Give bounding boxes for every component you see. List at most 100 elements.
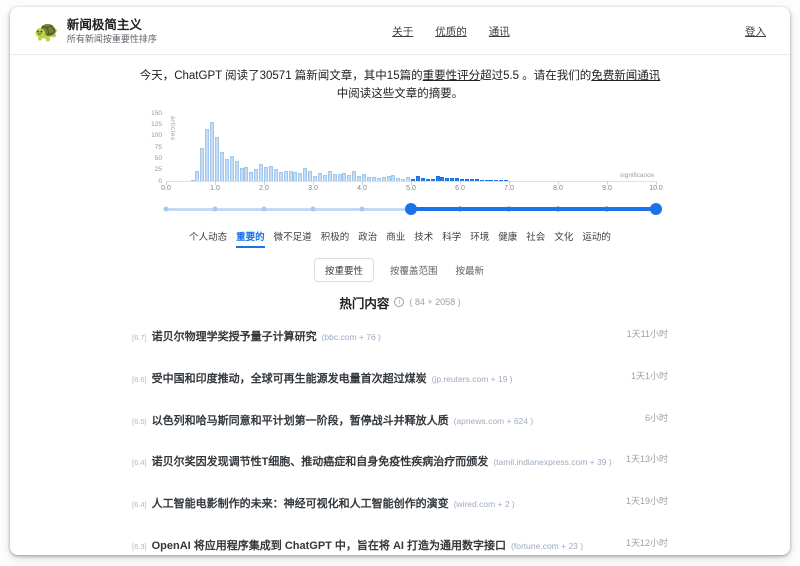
article-source[interactable]: (wired.com + 2 ) [453,499,515,510]
x-tick-label: 7.0 [504,184,514,192]
histogram-bar [391,175,396,181]
intro-segment: 中阅读这些文章的摘要。 [336,87,464,100]
article-title[interactable]: 以色列和哈马斯同意和平计划第一阶段，暂停战斗并释放人质 [151,414,449,427]
article-source[interactable]: (fortune.com + 23 ) [511,540,584,551]
slider-step-dot [506,206,512,211]
tab-科学[interactable]: 科学 [442,231,462,243]
tab-健康[interactable]: 健康 [498,231,518,243]
histogram-bar [342,172,347,181]
histogram-bar [195,171,200,181]
histogram-bar [308,170,313,181]
histogram-bar [190,179,195,181]
article-source[interactable]: (apnews.com + 624 ) [453,415,534,426]
histogram-bar [362,173,366,181]
article-score: [6.6] [132,374,147,384]
article-text: [6.4] 人工智能电影制作的未来：神经可视化和人工智能创作的演变 (wired.c… [132,491,612,516]
sort-button[interactable]: 按最新 [455,265,485,277]
histogram-bar [415,175,420,181]
tab-微不足道[interactable]: 微不足道 [273,231,312,243]
tab-文化[interactable]: 文化 [554,231,574,243]
site-subtitle: 所有新闻按重要性排序 [66,33,157,44]
article-row: [6.3] OpenAI 将应用程序集成到 ChatGPT 中，旨在将 AI 打造… [132,524,668,555]
histogram-bar [411,178,415,181]
slider-step-dot [604,206,610,211]
histogram-bar [504,179,509,181]
histogram-bar [489,179,494,181]
slider-handle[interactable] [405,202,417,215]
tab-个人动态[interactable]: 个人动态 [189,231,228,243]
histogram-bar [425,178,430,181]
category-tabs: 个人动态 重要的 微不足道 积极的 政治 商业 技术 科学 环境 健康 社会 文化 运动的 [10,229,790,248]
intro-link[interactable]: 免费新闻通讯 [591,69,661,82]
tab-商业[interactable]: 商业 [386,231,406,243]
site-title: 新闻极简主义 [66,18,142,32]
tab-环境[interactable]: 环境 [470,231,490,243]
axis-tick [313,180,314,185]
article-title[interactable]: 诺贝尔奖因发现调节性T细胞、推动癌症和自身免疫性疾病治疗而颁发 [151,456,489,469]
slider-step-dot [163,206,169,211]
histogram-bar [254,169,259,181]
slider-track-selected[interactable] [411,207,656,211]
histogram-bar [430,179,435,181]
article-row: [6.4] 诺贝尔奖因发现调节性T细胞、推动癌症和自身免疫性疾病治疗而颁发 (tam… [132,441,668,483]
article-source[interactable]: (bbc.com + 76 ) [321,332,381,342]
axis-tick [607,180,608,185]
tab-社会[interactable]: 社会 [526,231,546,243]
histogram-bar [386,175,391,181]
significance-range-slider[interactable] [163,202,662,216]
article-title[interactable]: 受中国和印度推动，全球可再生能源发电量首次超过煤炭 [151,372,427,385]
article-time: 1天1小时 [630,370,668,381]
axis-tick [215,180,216,185]
histogram-bar [283,171,288,181]
x-tick-label: 9.0 [602,184,612,192]
x-tick-label: 10.0 [649,184,663,192]
histogram-bar [298,172,303,181]
article-title[interactable]: 人工智能电影制作的未来：神经可视化和人工智能创作的演变 [151,498,449,511]
x-tick-label: 6.0 [455,184,465,192]
article-time: 1天13小时 [625,454,668,465]
header-titles: 新闻极简主义 所有新闻按重要性排序 [67,18,157,45]
article-source[interactable]: (jp.reuters.com + 19 ) [431,373,513,384]
info-icon[interactable]: i [394,297,405,307]
tab-运动的[interactable]: 运动的 [582,231,611,243]
tab-积极的[interactable]: 积极的 [320,231,350,243]
histogram-bar [396,178,401,181]
sort-button[interactable]: 按重要性 [313,257,374,282]
login-link[interactable]: 登入 [745,25,766,38]
article-title[interactable]: 诺贝尔物理学奖授予量子计算研究 [151,331,317,343]
tab-政治[interactable]: 政治 [358,231,378,243]
histogram-bar [420,178,425,181]
article-score: [6.5] [132,416,147,426]
tab-技术[interactable]: 技术 [414,231,434,243]
x-axis-label: significance [620,171,654,179]
article-text: [6.6] 受中国和印度推动，全球可再生能源发电量首次超过煤炭 (jp.reuter… [132,366,617,391]
histogram-bar [435,175,440,181]
article-title[interactable]: OpenAI 将应用程序集成到 ChatGPT 中，旨在将 AI 打造为通用数字… [151,539,507,552]
slider-track-unselected[interactable] [166,207,411,211]
tab-重要的[interactable]: 重要的 [236,229,265,248]
sort-button[interactable]: 按覆盖范围 [389,265,438,277]
nav-link[interactable]: 关于 [392,25,414,38]
turtle-logo-icon: 🐢 [34,20,59,43]
slider-step-dot [310,206,316,211]
histogram-bar [357,175,362,181]
article-source[interactable]: (tamil.indianexpress.com + 39 ) [493,457,612,468]
slider-handle[interactable] [650,202,662,215]
y-tick-label: 75 [154,143,162,151]
histogram-bar [347,174,352,181]
histogram-bar [371,177,376,181]
nav-link[interactable]: 通讯 [488,25,510,38]
y-tick-label: 50 [154,154,162,162]
histogram-bar [322,175,327,181]
histogram-bar [244,167,249,181]
article-row: [6.4] 人工智能电影制作的未来：神经可视化和人工智能创作的演变 (wired.c… [132,483,668,525]
intro-link[interactable]: 重要性评分 [422,69,481,82]
header-nav: 关于 优质的 通讯 [157,24,745,39]
axis-tick [166,180,167,185]
histogram-bar [249,172,254,181]
nav-link[interactable]: 优质的 [435,25,467,38]
histogram-bar [332,173,337,181]
slider-step-dot [457,206,463,211]
x-tick-label: 5.0 [406,184,416,192]
x-tick-label: 8.0 [553,184,563,192]
